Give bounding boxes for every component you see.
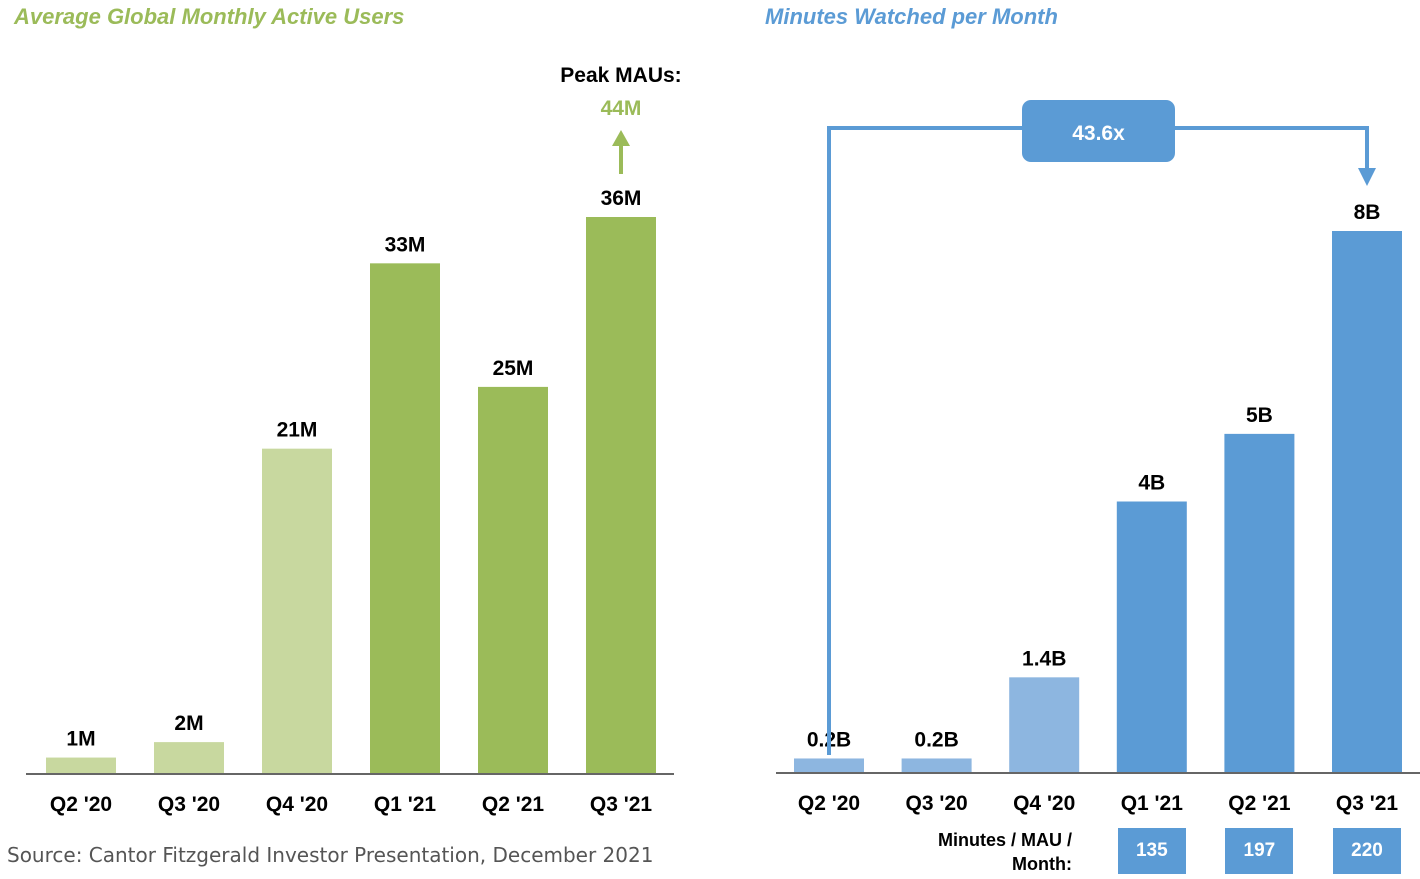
mau-chart-title: Average Global Monthly Active Users xyxy=(14,4,405,29)
mau-bar-5 xyxy=(478,386,548,773)
mau-category-label-4: Q1 '21 xyxy=(374,793,437,816)
mau-value-label-6: 36M xyxy=(601,187,642,210)
mau-value-label-4: 33M xyxy=(385,233,426,256)
mau-bar-6 xyxy=(586,217,656,773)
peak-mau-arrow-head xyxy=(612,130,630,146)
growth-connector-arrowhead xyxy=(1358,168,1376,186)
mau-value-label-2: 2M xyxy=(174,712,203,735)
minutes-bar-2 xyxy=(901,758,972,772)
growth-multiplier-label: 43.6x xyxy=(1072,122,1125,145)
growth-multiplier-box xyxy=(1022,100,1175,162)
peak-mau-label: Peak MAUs: xyxy=(560,64,681,87)
mau-category-label-1: Q2 '20 xyxy=(50,793,112,816)
minutes-per-mau-value-3: 220 xyxy=(1333,828,1401,874)
minutes-value-label-2: 0.2B xyxy=(914,728,958,751)
mau-category-label-3: Q4 '20 xyxy=(266,793,328,816)
minutes-value-label-6: 8B xyxy=(1354,201,1381,224)
minutes-value-label-3: 1.4B xyxy=(1022,647,1066,670)
minutes-category-label-1: Q2 '20 xyxy=(798,792,860,815)
mau-bar-3 xyxy=(262,448,332,773)
mau-category-label-2: Q3 '20 xyxy=(158,793,220,816)
mau-bar-2 xyxy=(154,742,224,773)
minutes-chart-title: Minutes Watched per Month xyxy=(765,4,1058,29)
source-note: Source: Cantor Fitzgerald Investor Prese… xyxy=(7,843,654,867)
minutes-bar-3 xyxy=(1009,677,1080,772)
peak-mau-value: 44M xyxy=(601,97,642,120)
minutes-category-label-4: Q1 '21 xyxy=(1121,792,1184,815)
minutes-bar-5 xyxy=(1224,433,1295,772)
mau-bar-4 xyxy=(370,263,440,773)
mau-category-label-5: Q2 '21 xyxy=(482,793,545,816)
minutes-category-label-3: Q4 '20 xyxy=(1013,792,1075,815)
minutes-per-mau-label: Minutes / MAU / Month: xyxy=(938,830,1072,874)
minutes-category-label-5: Q2 '21 xyxy=(1228,792,1291,815)
mau-value-label-5: 25M xyxy=(493,357,534,380)
minutes-category-label-2: Q3 '20 xyxy=(905,792,967,815)
minutes-value-label-4: 4B xyxy=(1138,472,1165,495)
minutes-bar-1 xyxy=(794,758,864,772)
minutes-category-label-6: Q3 '21 xyxy=(1336,792,1399,815)
minutes-bar-6 xyxy=(1332,231,1402,772)
mau-value-label-3: 21M xyxy=(277,419,318,442)
mau-bar-1 xyxy=(46,757,116,773)
minutes-per-mau-value-1: 135 xyxy=(1117,828,1186,874)
minutes-value-label-5: 5B xyxy=(1246,404,1273,427)
mau-value-label-1: 1M xyxy=(66,728,95,751)
minutes-per-mau-value-2: 197 xyxy=(1225,828,1294,874)
mau-category-label-6: Q3 '21 xyxy=(590,793,653,816)
minutes-bar-4 xyxy=(1116,501,1187,772)
